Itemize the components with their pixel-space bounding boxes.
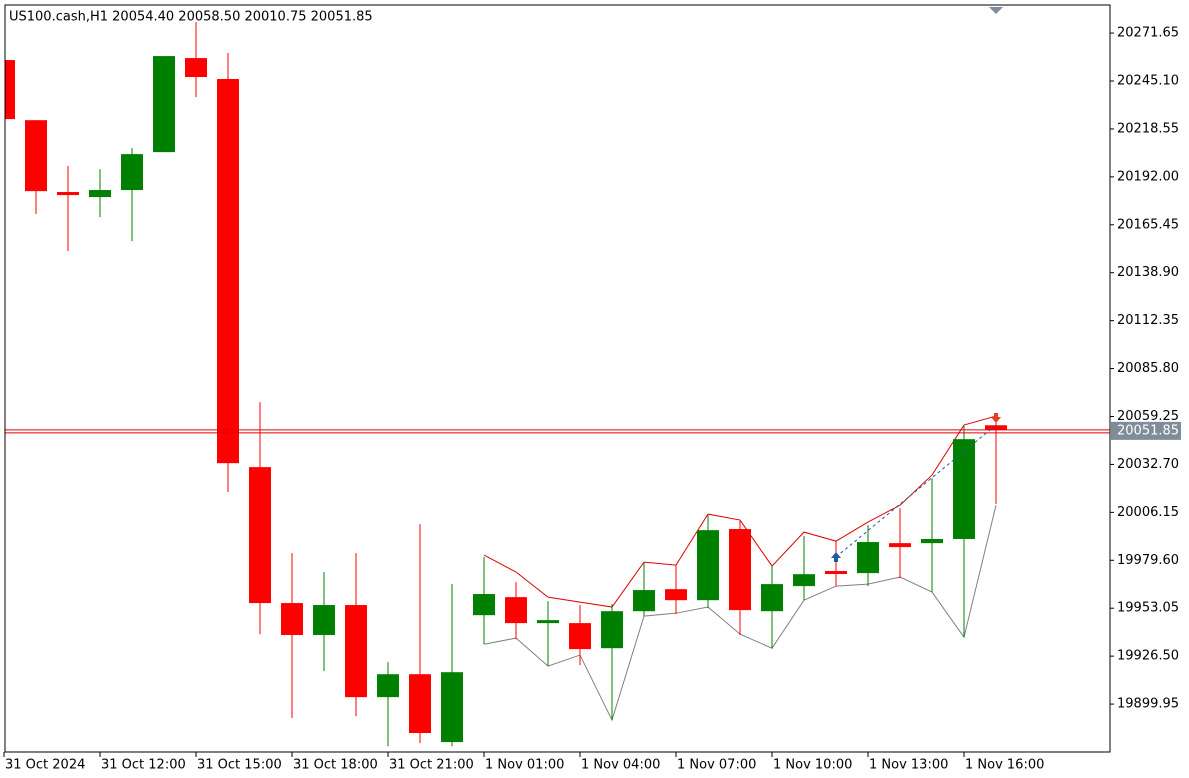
candle-body [601,611,623,649]
y-tick-label: 20271.65 [1117,26,1179,41]
x-tick-label: 31 Oct 12:00 [101,758,186,773]
candle-body [825,571,847,575]
candle-body [985,425,1007,430]
plot-frame [4,4,1111,753]
y-tick-label: 20112.35 [1117,313,1179,328]
price-label-box [1111,421,1181,440]
y-tick-label: 19979.60 [1117,553,1179,568]
x-tick-label: 31 Oct 21:00 [389,758,474,773]
candle-body [89,190,111,198]
candle-body [953,439,975,539]
y-tick-label: 20032.70 [1117,457,1179,472]
price-label: 20051.85 [1117,423,1179,438]
candle-body [153,56,175,153]
candle-body [409,674,431,734]
y-tick-label: 20192.00 [1117,169,1179,184]
candle-body [441,672,463,743]
sell-arrow [991,413,1001,423]
y-tick-label: 19926.50 [1117,649,1179,664]
buy-arrow [831,552,841,562]
candle-body [217,79,239,464]
candle-body [537,620,559,624]
candle-body [185,58,207,78]
y-tick-label: 20085.80 [1117,361,1179,376]
x-tick-label: 31 Oct 18:00 [293,758,378,773]
candle-body [281,603,303,636]
x-tick-label: 1 Nov 16:00 [965,758,1044,773]
y-tick-label: 20245.10 [1117,73,1179,88]
x-tick-label: 1 Nov 13:00 [869,758,948,773]
candle-body [473,594,495,616]
candle-body [697,530,719,601]
x-tick-label: 1 Nov 04:00 [581,758,660,773]
x-tick-label: 1 Nov 01:00 [485,758,564,773]
candle-body [313,605,335,636]
candle-body [729,529,751,611]
candle-body [249,467,271,604]
candle-body [665,589,687,601]
x-tick-label: 31 Oct 2024 [5,758,85,773]
trade-link [835,424,997,558]
x-tick-label: 31 Oct 15:00 [197,758,282,773]
candle-body [5,60,15,120]
candle-body [25,120,47,192]
candle-body [761,584,783,612]
y-tick-label: 20059.25 [1117,409,1179,424]
candle-body [377,674,399,698]
y-tick-label: 19899.95 [1117,697,1179,712]
x-tick-label: 1 Nov 07:00 [677,758,756,773]
candle-body [345,605,367,698]
candle-body [921,538,943,544]
plot-area [5,22,1110,747]
candle-body [793,574,815,587]
candle-body [569,623,591,650]
candle-body [889,543,911,548]
y-tick-label: 19953.05 [1117,601,1179,616]
candle-body [633,590,655,612]
y-tick-label: 20138.90 [1117,265,1179,280]
candle-body [505,597,527,624]
y-tick-label: 20006.15 [1117,505,1179,520]
candle-body [57,192,79,196]
chart-title: US100.cash,H1 20054.40 20058.50 20010.75… [9,10,373,25]
candle-body [857,542,879,574]
x-tick-label: 1 Nov 10:00 [773,758,852,773]
scroll-marker [989,7,1003,14]
y-tick-label: 20165.45 [1117,217,1179,232]
candle-body [121,154,143,191]
y-tick-label: 20218.55 [1117,121,1179,136]
axes: 20271.65 20245.10 20218.55 20192.00 20165.45… [3,26,1181,773]
